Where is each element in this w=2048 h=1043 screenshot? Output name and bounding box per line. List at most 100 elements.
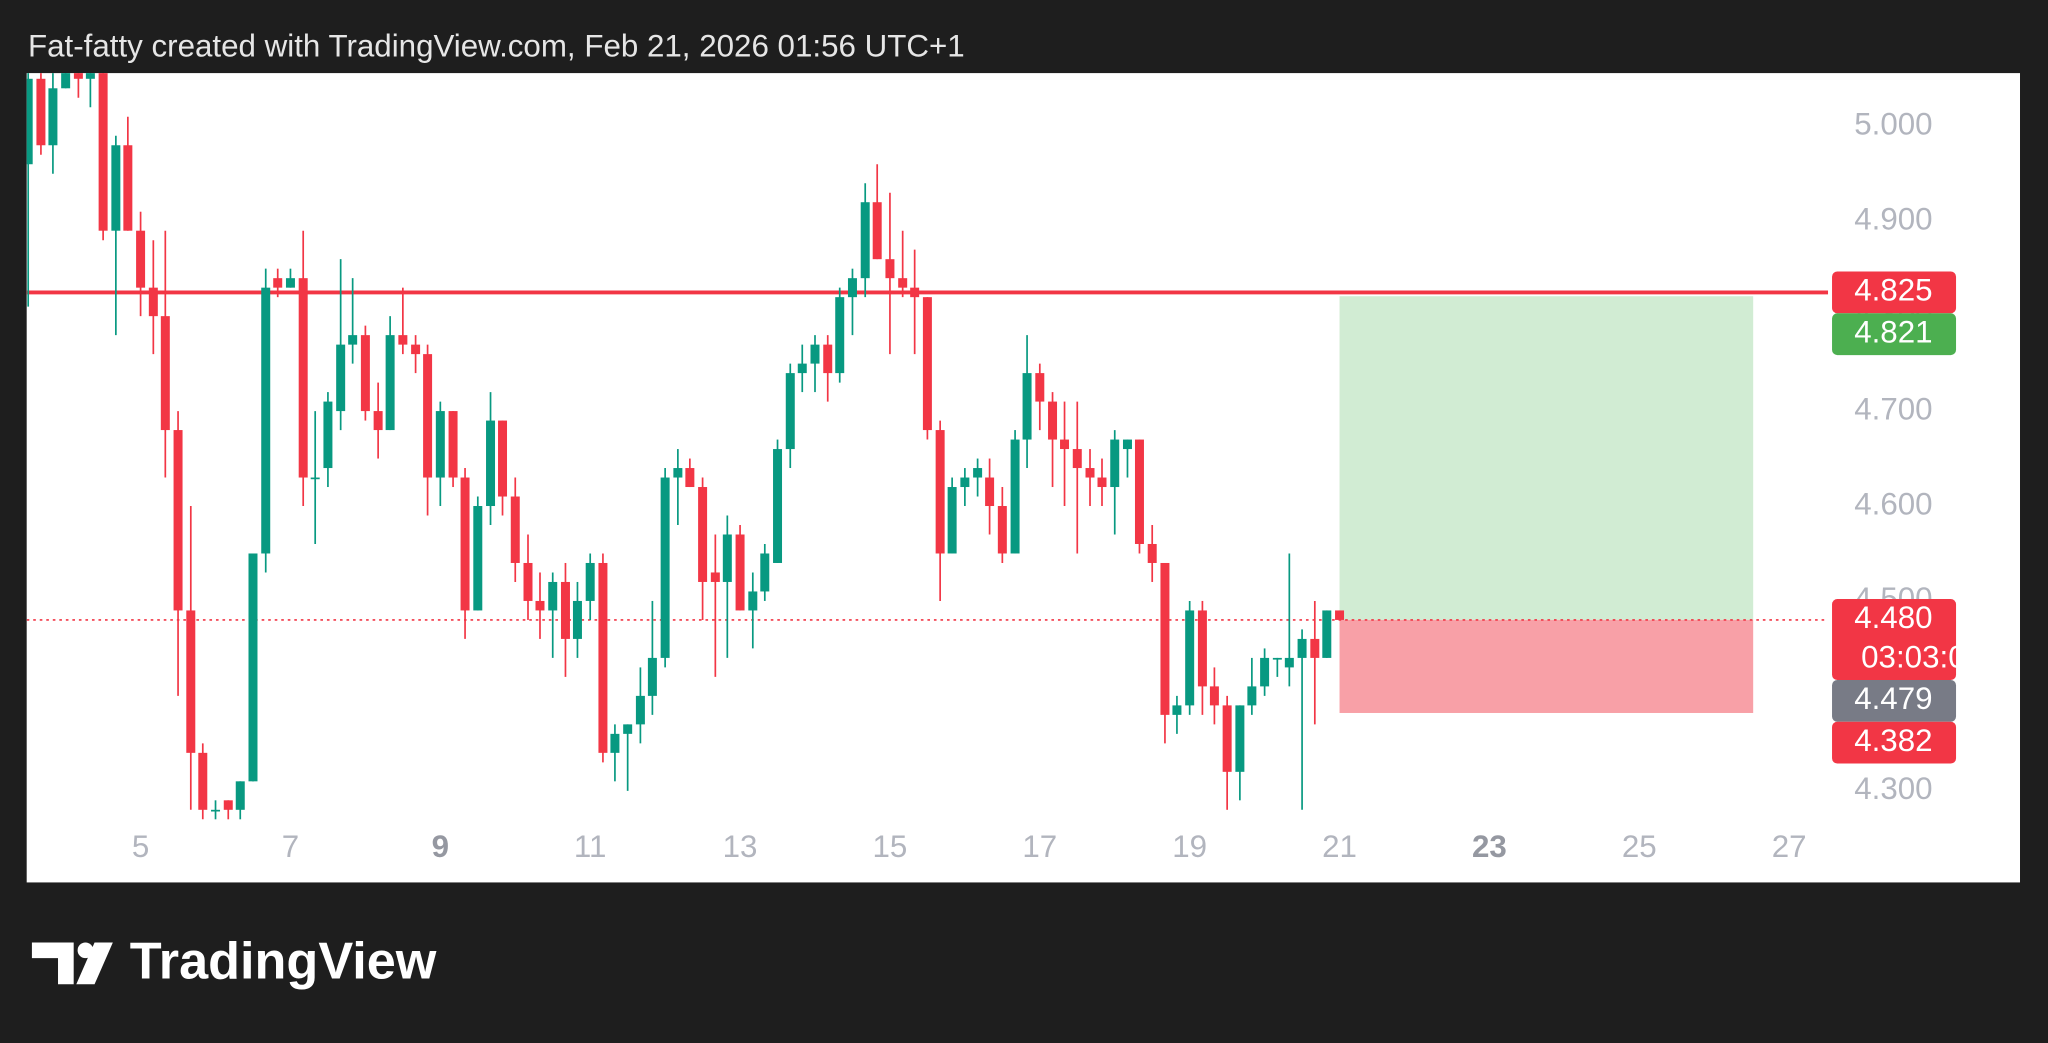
candle-body xyxy=(1035,373,1045,402)
candle-body xyxy=(1097,477,1107,488)
price-label: 4.479 xyxy=(1854,681,1932,716)
price-label-box xyxy=(1832,679,1957,722)
candle-body xyxy=(1048,401,1058,440)
x-tick-label: 27 xyxy=(1772,829,1807,864)
price-label-box xyxy=(1832,721,1957,764)
price-label: 4.821 xyxy=(1854,314,1932,349)
candle-body xyxy=(598,562,608,753)
price-label: 4.382 xyxy=(1854,723,1932,758)
candle-body xyxy=(273,278,283,288)
candle-body xyxy=(748,591,758,611)
candle-body xyxy=(572,600,582,639)
candle-body xyxy=(136,230,146,288)
candle-body xyxy=(423,354,433,478)
x-tick-label: 17 xyxy=(1022,829,1057,864)
candle-body xyxy=(997,506,1007,554)
candle-body xyxy=(1272,657,1282,660)
axes: 4.3004.4004.5004.6004.7004.8004.9005.000… xyxy=(132,107,1983,864)
candle-body xyxy=(1235,705,1245,772)
candle-body xyxy=(360,335,370,412)
candle-body xyxy=(385,335,395,431)
candle-body xyxy=(98,73,108,231)
candle-body xyxy=(1297,638,1307,658)
candle-body xyxy=(898,278,908,288)
candle-body xyxy=(211,809,221,812)
candle-body xyxy=(1147,543,1157,563)
candle-body xyxy=(448,411,458,478)
candle-body xyxy=(1222,705,1232,772)
candle-body xyxy=(1185,610,1195,706)
candle-body xyxy=(498,420,508,497)
candle-body xyxy=(685,468,695,488)
candle-body xyxy=(373,411,383,431)
header-text: Fat-fatty created with TradingView.com, … xyxy=(28,29,965,64)
candle-body xyxy=(160,316,170,431)
plot-area xyxy=(26,73,1829,820)
candle-body xyxy=(36,78,46,146)
candle-body xyxy=(1172,705,1182,715)
candle-body xyxy=(523,562,533,601)
x-tick-label: 13 xyxy=(723,829,758,864)
candle-body xyxy=(248,553,258,782)
candle-body xyxy=(1322,610,1332,658)
candle-body xyxy=(1060,439,1070,450)
candle-body xyxy=(710,572,720,582)
candle-body xyxy=(560,581,570,639)
candle-body xyxy=(973,468,983,478)
x-tick-label: 21 xyxy=(1322,829,1357,864)
candle-body xyxy=(1310,638,1320,658)
candle-body xyxy=(548,581,558,611)
candle-body xyxy=(298,278,308,478)
candle-body xyxy=(935,430,945,554)
candle-body xyxy=(435,411,445,478)
candle-body xyxy=(460,477,470,611)
candle-body xyxy=(1110,439,1120,488)
candle-body xyxy=(310,477,320,480)
candle-body xyxy=(760,553,770,592)
candle-body xyxy=(623,724,633,734)
candle-body xyxy=(73,73,83,79)
candle-body xyxy=(223,800,233,810)
price-label-box xyxy=(1832,313,1957,356)
candle-body xyxy=(610,733,620,753)
candle-body xyxy=(473,506,483,611)
x-tick-label: 23 xyxy=(1472,829,1507,864)
candle-body xyxy=(660,477,670,658)
candle-body xyxy=(61,73,71,89)
candle-body xyxy=(1284,657,1294,668)
candle-body xyxy=(535,600,545,611)
x-tick-label: 9 xyxy=(432,829,449,864)
candle-body xyxy=(847,278,857,298)
candle-body xyxy=(785,373,795,450)
candle-body xyxy=(635,695,645,725)
candle-body xyxy=(85,73,95,79)
candle-body xyxy=(985,477,995,507)
x-tick-label: 7 xyxy=(282,829,299,864)
candle-body xyxy=(1010,439,1020,554)
price-label: 4.825 xyxy=(1854,273,1932,308)
candle-body xyxy=(1085,468,1095,478)
candle-body xyxy=(1122,439,1132,450)
candle-body xyxy=(585,562,595,601)
candle-body xyxy=(398,335,408,345)
candle-body xyxy=(823,344,833,374)
candle-body xyxy=(1197,610,1207,687)
candle-body xyxy=(773,449,783,563)
candle-body xyxy=(348,335,358,345)
candle-body xyxy=(1072,449,1082,469)
candle-body xyxy=(835,297,845,374)
y-tick-label: 4.300 xyxy=(1854,771,1932,806)
y-tick-label: 4.700 xyxy=(1854,391,1932,426)
candle-body xyxy=(411,344,421,355)
candle-body xyxy=(1134,439,1144,544)
candle-body xyxy=(323,401,333,469)
candle-body xyxy=(123,145,133,231)
footer-logo: TradingView xyxy=(31,932,437,990)
price-label: 4.480 xyxy=(1854,600,1932,635)
logo-icon xyxy=(77,942,94,959)
x-tick-label: 11 xyxy=(574,829,607,864)
loss-zone xyxy=(1339,619,1754,713)
candle-body xyxy=(48,88,58,146)
candle-body xyxy=(698,487,708,582)
